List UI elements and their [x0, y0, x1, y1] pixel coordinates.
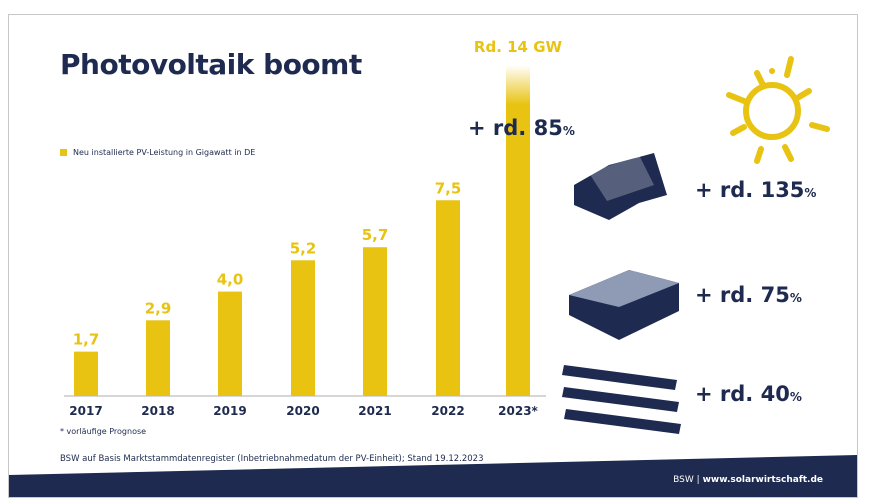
x-tick-label: 2021: [358, 404, 391, 418]
data-label: 4,0: [217, 271, 244, 289]
sun-icon: [726, 56, 830, 164]
data-label: 5,7: [362, 226, 389, 244]
bar-2021: [363, 247, 387, 396]
legend-swatch: [60, 149, 67, 156]
data-label: 1,7: [73, 331, 100, 349]
footer-url[interactable]: www.solarwirtschaft.de: [702, 475, 823, 485]
growth-residential: + rd. 135%: [695, 178, 817, 202]
bar-2022: [436, 200, 460, 396]
bar-2020: [291, 260, 315, 396]
house-icon: [574, 153, 667, 220]
footer-band: [9, 455, 857, 497]
growth-commercial: + rd. 75%: [695, 283, 802, 307]
data-label: Rd. 14 GW: [474, 38, 563, 56]
chart-canvas: 1,7 2017 2,9 2018 4,0 2019 5,2 2020 5,7 2021 7,5 20…: [9, 38, 857, 497]
bar-2019: [218, 291, 242, 396]
chart-legend: Neu installierte PV-Leistung in Gigawatt…: [60, 148, 255, 157]
bar-2018: [146, 320, 170, 396]
bar-2023*: [506, 65, 530, 396]
commercial-building-icon: [569, 270, 679, 340]
footnote: * vorläufige Prognose: [60, 427, 147, 436]
data-label: 7,5: [435, 179, 462, 197]
data-label: 5,2: [290, 239, 317, 257]
x-tick-label: 2017: [69, 404, 102, 418]
page-title: Photovoltaik boomt: [60, 48, 362, 81]
x-tick-label: 2023*: [498, 404, 538, 418]
legend-label: Neu installierte PV-Leistung in Gigawatt…: [73, 148, 256, 157]
ground-mounted-panels-icon: [562, 365, 681, 434]
infographic-card: 1,7 2017 2,9 2018 4,0 2019 5,2 2020 5,7 2021 7,5 20…: [8, 14, 858, 498]
x-tick-label: 2022: [431, 404, 464, 418]
growth-total: + rd. 85%: [468, 116, 575, 140]
x-tick-label: 2020: [286, 404, 319, 418]
source-note: BSW auf Basis Marktstammdatenregister (I…: [60, 454, 484, 464]
x-tick-label: 2019: [213, 404, 246, 418]
x-tick-label: 2018: [141, 404, 174, 418]
growth-ground: + rd. 40%: [695, 382, 802, 406]
data-label: 2,9: [145, 299, 172, 317]
bar-2017: [74, 351, 98, 396]
footer-text: BSW | www.solarwirtschaft.de: [673, 475, 823, 485]
